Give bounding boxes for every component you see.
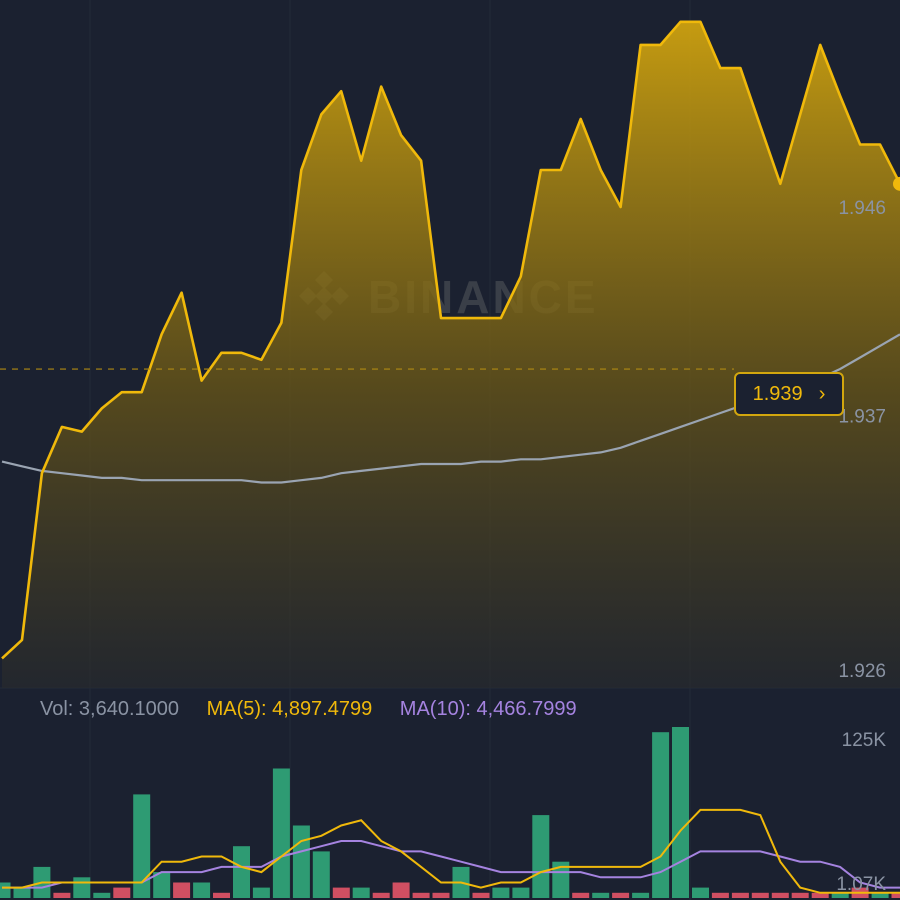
price-area-fill (2, 21, 900, 689)
volume-bar (612, 892, 630, 898)
current-price-label: 1.939 (752, 382, 803, 405)
volume-bar (652, 732, 670, 898)
volume-axis-labels: 125K 1.07K (836, 730, 886, 895)
volume-bar (512, 887, 530, 898)
volume-bar (352, 887, 370, 898)
volume-bar (711, 892, 729, 898)
chevron-right-icon: › (818, 382, 826, 405)
volume-bar (13, 887, 31, 898)
volume-bar (153, 872, 171, 898)
volume-bar (532, 815, 550, 898)
volume-bar (552, 861, 570, 898)
volume-bar (572, 892, 590, 898)
volume-tick-label: 125K (842, 730, 887, 751)
volume-bar (73, 877, 91, 898)
price-tick-label: 1.926 (838, 661, 886, 682)
current-price-tag[interactable]: 1.939 › (734, 372, 844, 416)
volume-bar (53, 892, 71, 898)
volume-bar (93, 892, 111, 898)
volume-bar (492, 887, 510, 898)
price-line-layer (0, 20, 900, 660)
volume-bar (891, 892, 900, 898)
volume-ma5-line (2, 808, 900, 894)
volume-tick-label: 1.07K (836, 874, 886, 895)
volume-ma10-value: MA(10): 4,466.7999 (399, 698, 577, 720)
price-area-layer (2, 21, 900, 689)
volume-bar (193, 882, 211, 898)
volume-bar (113, 887, 131, 898)
volume-bar (213, 892, 230, 898)
volume-bar (372, 892, 390, 898)
volume-bar (632, 892, 650, 898)
volume-ma5-value: MA(5): 4,897.4799 (206, 698, 373, 720)
volume-ma10-line (2, 840, 900, 889)
price-axis-labels: 1.946 1.937 1.926 (838, 198, 886, 682)
volume-bar (392, 882, 410, 898)
price-tick-label: 1.946 (838, 198, 886, 219)
volume-bar (692, 887, 709, 898)
volume-bar (871, 892, 889, 898)
volume-bar (751, 892, 769, 898)
volume-bar (831, 892, 849, 898)
volume-bar (811, 892, 829, 898)
volume-bar (292, 825, 310, 898)
volume-bar (731, 892, 749, 898)
volume-legend: Vol: 3,640.1000 MA(5): 4,897.4799 MA(10)… (40, 698, 599, 721)
volume-bar (791, 892, 809, 898)
volume-bar (0, 882, 11, 898)
volume-bar (432, 892, 450, 898)
volume-bar (472, 892, 490, 898)
volume-bar (332, 887, 350, 898)
volume-bar (272, 768, 290, 898)
volume-bars (0, 727, 900, 898)
volume-bar (133, 794, 151, 898)
volume-bar (771, 892, 789, 898)
price-tick-label: 1.937 (838, 406, 886, 427)
volume-bar (672, 727, 689, 898)
volume-bar (173, 882, 191, 898)
last-price-dot (893, 176, 900, 191)
volume-ma-lines (2, 808, 900, 894)
volume-bar (312, 851, 330, 898)
volume-bar (233, 846, 250, 898)
price-line (1, 20, 900, 660)
volume-bar (252, 887, 270, 898)
volume-bar (412, 892, 430, 898)
volume-value: Vol: 3,640.1000 (40, 698, 180, 720)
volume-bar (592, 892, 610, 898)
